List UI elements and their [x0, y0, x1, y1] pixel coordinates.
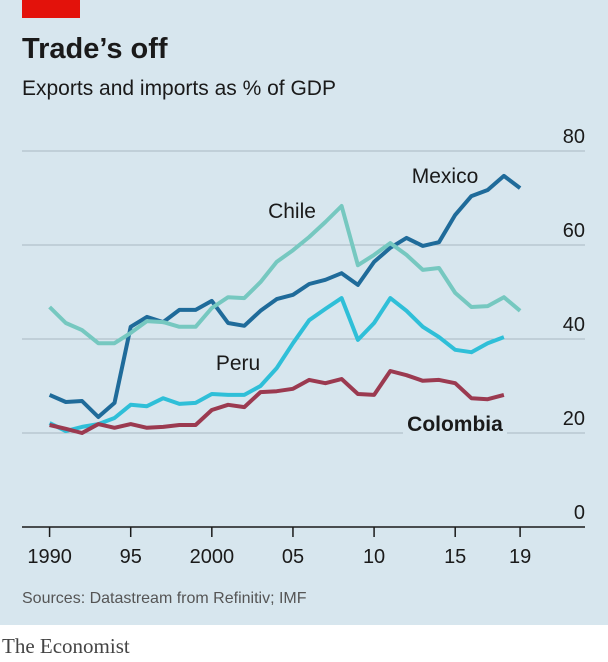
series-label: Mexico	[412, 165, 479, 188]
y-tick-label: 60	[563, 220, 585, 242]
series-line	[49, 369, 505, 435]
series-line	[48, 173, 522, 419]
x-tick-label: 15	[444, 546, 466, 568]
x-tick-label: 1990	[27, 546, 72, 568]
chart-title: Trade’s off	[22, 33, 168, 65]
y-tick-label: 40	[563, 314, 585, 336]
x-tick-label: 05	[282, 546, 304, 568]
y-tick-label: 20	[563, 408, 585, 430]
brand-tag	[22, 0, 80, 18]
x-tick-label: 95	[120, 546, 142, 568]
y-tick-label: 80	[563, 126, 585, 148]
chart-background	[0, 0, 608, 625]
series-line	[48, 296, 505, 434]
x-tick-label: 10	[363, 546, 385, 568]
brand: The Economist	[2, 634, 130, 658]
y-tick-label: 0	[574, 502, 585, 524]
series-line	[48, 204, 522, 346]
chart-subtitle: Exports and imports as % of GDP	[22, 77, 336, 100]
series-label: Peru	[216, 352, 260, 375]
x-tick-label: 2000	[190, 546, 235, 568]
series-label: Colombia	[407, 413, 503, 436]
series-label: Chile	[268, 200, 316, 223]
label-background	[403, 412, 507, 438]
source: Sources: Datastream from Refinitiv; IMF	[22, 590, 307, 607]
x-tick-label: 19	[509, 546, 531, 568]
